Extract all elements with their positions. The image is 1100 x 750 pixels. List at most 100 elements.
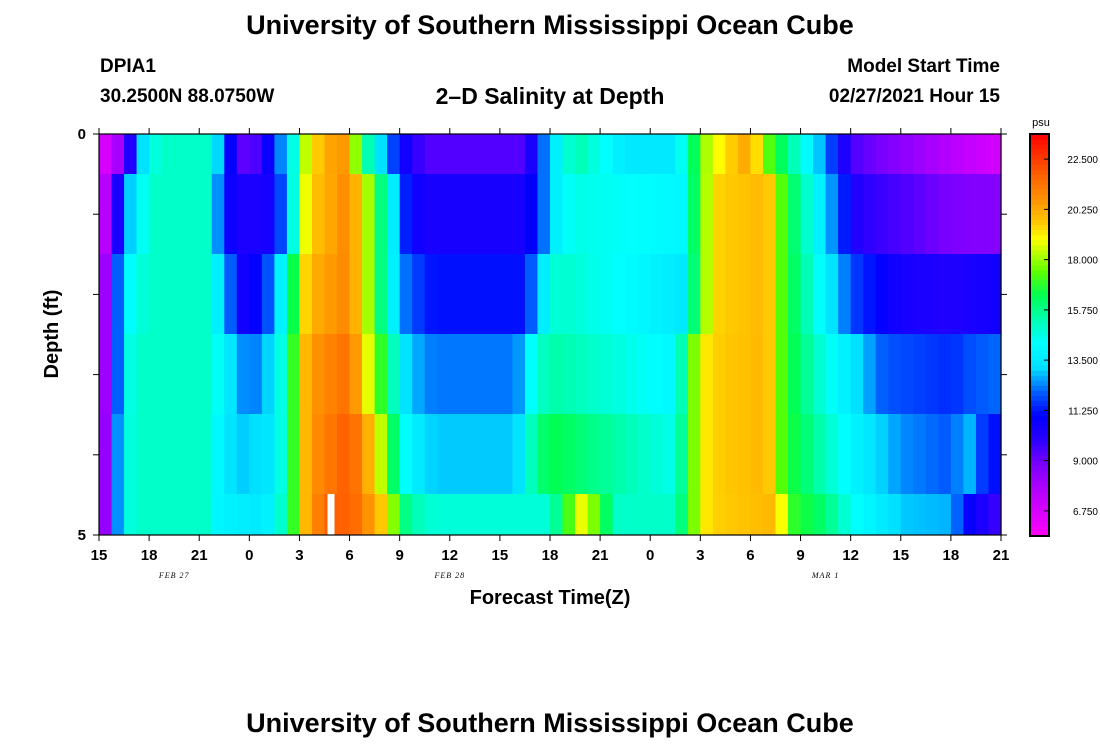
colorbar-swatch — [1030, 375, 1049, 381]
colorbar-swatch — [1030, 360, 1049, 366]
colorbar-swatch — [1030, 385, 1049, 391]
heatmap-cell — [124, 134, 138, 175]
heatmap-cell — [775, 134, 789, 175]
heatmap-cell — [637, 134, 651, 175]
colorbar-tick-label: 11.250 — [1068, 406, 1098, 417]
colorbar-swatch — [1030, 224, 1049, 231]
heatmap-cell — [299, 494, 313, 536]
heatmap-cell — [925, 334, 939, 415]
heatmap-cell — [637, 494, 651, 536]
colorbar-swatch — [1030, 500, 1049, 507]
heatmap-cell — [337, 174, 351, 255]
heatmap-cell — [462, 254, 476, 335]
heatmap-cell — [737, 494, 752, 536]
heatmap-cell — [199, 134, 213, 175]
heatmap-cell — [199, 494, 213, 536]
heatmap-cell — [988, 414, 1002, 495]
heatmap-cell — [111, 494, 125, 536]
heatmap-cell — [474, 334, 488, 415]
colorbar-swatch — [1030, 199, 1049, 205]
heatmap-cell — [374, 134, 388, 175]
colorbar-swatch — [1030, 415, 1049, 422]
heatmap-cell — [136, 174, 150, 255]
heatmap-cell — [174, 414, 188, 495]
heatmap-cell — [274, 134, 288, 175]
heatmap-cell — [462, 414, 476, 495]
heatmap-cell — [274, 174, 288, 255]
y-axis: 05 — [78, 126, 1007, 544]
heatmap-cell — [562, 134, 576, 175]
heatmap-cell — [788, 254, 802, 335]
heatmap-cell — [600, 174, 614, 255]
colorbar-swatch — [1030, 515, 1049, 522]
page-title: University of Southern Mississippi Ocean… — [246, 10, 854, 40]
heatmap-cell — [650, 414, 664, 495]
heatmap-cell — [174, 254, 188, 335]
colorbar-swatch — [1030, 259, 1049, 266]
heatmap-cell — [725, 494, 739, 536]
heatmap-cell — [850, 414, 864, 495]
heatmap-cell — [362, 174, 376, 255]
heatmap-cell — [487, 414, 501, 495]
heatmap-cell — [600, 254, 614, 335]
colorbar-swatch — [1030, 490, 1049, 497]
heatmap-cell — [975, 334, 990, 415]
heatmap-cell — [775, 254, 789, 335]
heatmap-cell — [111, 414, 125, 495]
heatmap-cell — [487, 334, 501, 415]
heatmap-cell — [99, 494, 113, 536]
heatmap-cell — [788, 414, 802, 495]
heatmap-cell — [236, 134, 250, 175]
colorbar-swatch — [1030, 525, 1049, 532]
colorbar-swatch — [1030, 264, 1049, 271]
heatmap-cell — [963, 254, 977, 335]
heatmap-cell — [612, 134, 626, 175]
heatmap-cell — [938, 254, 952, 335]
heatmap-cell — [700, 414, 714, 495]
heatmap-cell — [261, 494, 275, 536]
heatmap-cell — [600, 134, 614, 175]
date-label: FEB 27 — [158, 571, 190, 580]
heatmap-cell — [537, 254, 551, 335]
heatmap-cell — [512, 334, 526, 415]
heatmap-cell — [600, 414, 614, 495]
colorbar-swatch — [1030, 445, 1049, 452]
heatmap-cell — [950, 334, 965, 415]
heatmap-cell — [537, 414, 551, 495]
heatmap-cell — [913, 254, 927, 335]
heatmap-cell — [913, 414, 927, 495]
heatmap-cell — [988, 254, 1002, 335]
heatmap-cell — [487, 254, 501, 335]
heatmap-cell — [399, 414, 413, 495]
heatmap-cell — [499, 174, 514, 255]
colorbar-swatch — [1030, 530, 1049, 537]
colorbar-swatch — [1030, 460, 1049, 467]
heatmap-cell — [737, 414, 752, 495]
heatmap-cell — [963, 334, 977, 415]
heatmap-cell — [838, 414, 852, 495]
heatmap-cell — [249, 174, 263, 255]
heatmap-cell — [437, 134, 451, 175]
heatmap-cell — [199, 334, 213, 415]
colorbar-swatch — [1030, 520, 1049, 527]
colorbar-swatch — [1030, 169, 1049, 175]
heatmap-cell — [762, 494, 777, 536]
heatmap-cell — [712, 174, 726, 255]
heatmap-cell — [725, 134, 739, 175]
heatmap-cell — [737, 254, 752, 335]
heatmap-cell — [925, 174, 939, 255]
heatmap-cell — [437, 254, 451, 335]
heatmap-cell — [449, 254, 463, 335]
heatmap-cell — [261, 334, 275, 415]
heatmap-cell — [788, 134, 802, 175]
heatmap-cell — [662, 174, 676, 255]
heatmap-cell — [725, 254, 739, 335]
colorbar-swatch — [1030, 455, 1049, 462]
colorbar-swatch — [1030, 410, 1049, 416]
heatmap-cell — [324, 134, 338, 175]
heatmap-cell — [249, 414, 263, 495]
heatmap-cell — [650, 494, 664, 536]
heatmap-cell — [875, 174, 889, 255]
heatmap-cell — [963, 134, 977, 175]
heatmap-cell — [875, 134, 889, 175]
